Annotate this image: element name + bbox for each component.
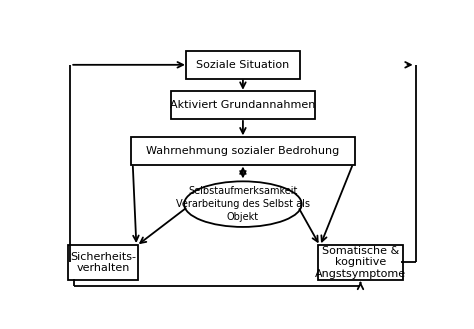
Ellipse shape (184, 181, 301, 227)
FancyBboxPatch shape (186, 51, 300, 79)
Text: Soziale Situation: Soziale Situation (196, 60, 290, 70)
Text: Aktiviert Grundannahmen: Aktiviert Grundannahmen (170, 100, 316, 110)
Text: Wahrnehmung sozialer Bedrohung: Wahrnehmung sozialer Bedrohung (146, 146, 339, 156)
FancyBboxPatch shape (68, 245, 138, 280)
FancyBboxPatch shape (131, 137, 355, 165)
FancyBboxPatch shape (318, 245, 403, 280)
Text: Sicherheits-
verhalten: Sicherheits- verhalten (70, 252, 137, 273)
Text: Selbstaufmerksamkeit
Verarbeitung des Selbst als
Objekt: Selbstaufmerksamkeit Verarbeitung des Se… (176, 186, 310, 222)
Text: Somatische &
kognitive
Angstsymptome: Somatische & kognitive Angstsymptome (315, 246, 406, 279)
FancyBboxPatch shape (171, 91, 315, 119)
